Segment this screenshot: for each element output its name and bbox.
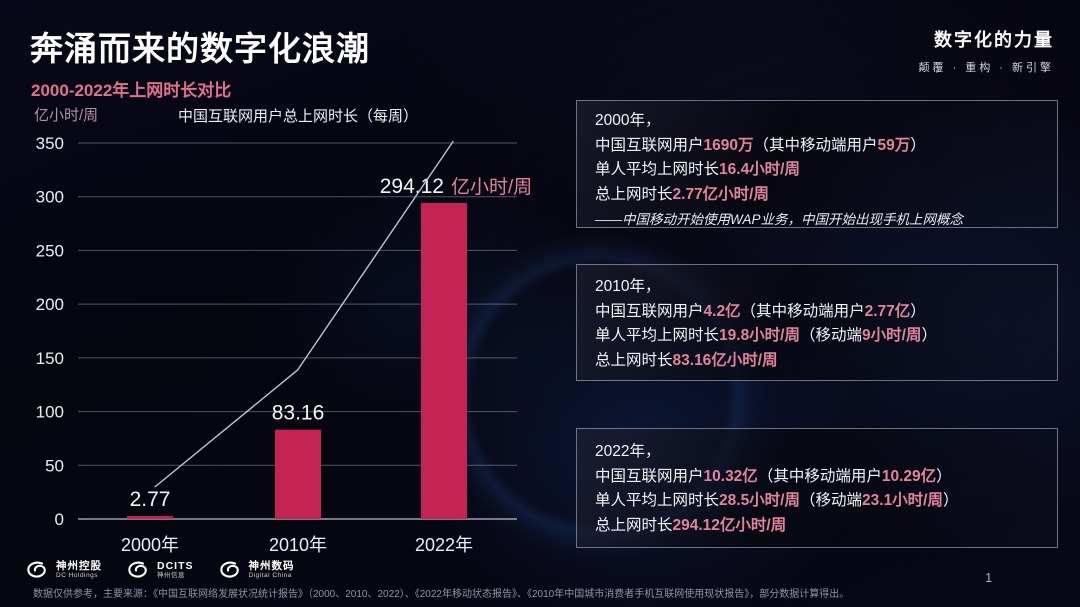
highlight-value: 9小时/周 (862, 327, 922, 344)
info-line: 总上网时长294.12亿小时/周 (595, 514, 1039, 539)
galaxy-swirl-icon (219, 561, 239, 578)
info-line: 中国互联网用户4.2亿（其中移动端用户2.77亿） (595, 300, 1039, 325)
info-text: 中国互联网用户 (595, 136, 704, 154)
highlight-value: 59万 (877, 136, 911, 154)
logo-subname: DC Holdings (56, 571, 98, 579)
info-text: 总上网时长 (595, 185, 673, 203)
info-line: 中国互联网用户1690万（其中移动端用户59万） (595, 134, 1039, 159)
info-box-lines: 中国互联网用户4.2亿（其中移动端用户2.77亿） 单人平均上网时长19.8小时/… (595, 300, 1039, 374)
info-text: 单人平均上网时长 (595, 492, 720, 509)
highlight-value: 2.77亿小时/周 (672, 185, 769, 203)
info-line: 总上网时长2.77亿小时/周 (595, 183, 1039, 208)
logo-name: 神州控股 (56, 559, 102, 572)
company-logo-神州信息: DCITS 神州信息 (126, 560, 194, 580)
logo-subname: Digital China (248, 571, 292, 579)
info-text: （其中移动端用户 (757, 467, 882, 485)
logo-text: DCITS 神州信息 (157, 559, 194, 580)
company-logo-digital-china: 神州数码 Digital China (218, 560, 295, 580)
galaxy-swirl-icon (128, 561, 147, 578)
info-text: （其中移动端用户 (753, 136, 878, 154)
logo-text: 神州数码 Digital China (248, 559, 295, 580)
info-box-year: 2000年， (595, 112, 661, 129)
info-box-2000: 2000年， 中国互联网用户1690万（其中移动端用户59万） 单人平均上网时长1… (576, 100, 1058, 228)
info-line: 单人平均上网时长19.8小时/周（移动端9小时/周） (595, 324, 1039, 349)
logo-text: 神州控股 DC Holdings (56, 559, 102, 580)
logo-name: 神州数码 (248, 559, 295, 572)
highlight-value: 16.4小时/周 (719, 161, 800, 178)
info-line: 中国互联网用户10.32亿（其中移动端用户10.29亿） (595, 465, 1039, 490)
highlight-value: 23.1小时/周 (862, 492, 943, 509)
info-text: 总上网时长 (595, 351, 673, 369)
info-text: ） (921, 327, 937, 344)
info-box-2022: 2022年， 中国互联网用户10.32亿（其中移动端用户10.29亿） 单人平均上… (576, 428, 1058, 548)
brand-block: 数字化的力量 颠覆 · 重构 · 新引擎 (918, 26, 1054, 75)
chart-title: 中国互联网用户总上网时长（每周） (177, 108, 418, 125)
info-line: 单人平均上网时长16.4小时/周 (595, 158, 1039, 183)
highlight-value: 10.29亿 (881, 467, 937, 485)
info-text: 单人平均上网时长 (595, 327, 720, 344)
info-text: （移动端 (800, 492, 863, 509)
info-text: 中国互联网用户 (595, 467, 704, 485)
highlight-value: 19.8小时/周 (719, 327, 800, 344)
logo-name: DCITS (157, 559, 194, 572)
y-axis-unit-label: 亿小时/周 (34, 107, 99, 124)
highlight-value: 1690万 (703, 136, 754, 154)
info-text: （移动端 (800, 327, 863, 344)
info-note: ——中国移动开始使用WAP业务，中国开始出现手机上网概念 (595, 212, 964, 227)
info-box-year: 2022年， (595, 443, 661, 460)
highlight-value: 2.77亿 (864, 302, 911, 320)
data-source-note: 数据仅供参考，主要来源：《中国互联网络发展状况统计报告》（2000、2010、2… (33, 589, 850, 600)
info-text: ） (943, 492, 959, 509)
brand-tagline: 颠覆 · 重构 · 新引擎 (918, 62, 1054, 74)
page-title: 奔涌而来的数字化浪潮 (30, 30, 370, 67)
info-box-2010: 2010年， 中国互联网用户4.2亿（其中移动端用户2.77亿） 单人平均上网时长… (576, 264, 1058, 381)
info-text: （其中移动端用户 (740, 302, 865, 320)
highlight-value: 10.32亿 (703, 467, 758, 485)
info-text: 总上网时长 (595, 516, 673, 534)
highlight-value: 294.12亿小时/周 (672, 516, 787, 534)
footer-logos: 神州控股 DC Holdings DCITS 神州信息 神州数码 Digital… (25, 560, 295, 580)
highlight-value: 83.16亿小时/周 (672, 351, 778, 369)
highlight-value: 28.5小时/周 (719, 492, 800, 509)
info-text: ） (910, 136, 926, 154)
page-number: 1 (985, 570, 993, 585)
info-text: 单人平均上网时长 (595, 161, 720, 178)
info-box-lines: 中国互联网用户1690万（其中移动端用户59万） 单人平均上网时长16.4小时/周… (595, 134, 1039, 231)
info-line: 单人平均上网时长28.5小时/周（移动端23.1小时/周） (595, 489, 1039, 514)
galaxy-swirl-icon (27, 561, 46, 578)
company-logo-dc-holdings: 神州控股 DC Holdings (25, 560, 102, 580)
info-line: 总上网时长83.16亿小时/周 (595, 349, 1039, 374)
brand-title: 数字化的力量 (934, 30, 1054, 50)
info-text: ） (936, 467, 952, 485)
info-box-year: 2010年， (595, 278, 661, 295)
page-subtitle: 2000-2022年上网时长对比 (31, 81, 232, 100)
info-text: 中国互联网用户 (595, 302, 704, 320)
info-box-lines: 中国互联网用户10.32亿（其中移动端用户10.29亿） 单人平均上网时长28.5… (595, 465, 1039, 539)
highlight-value: 4.2亿 (703, 302, 741, 320)
logo-subname: 神州信息 (157, 571, 185, 579)
info-text: ） (910, 302, 926, 320)
